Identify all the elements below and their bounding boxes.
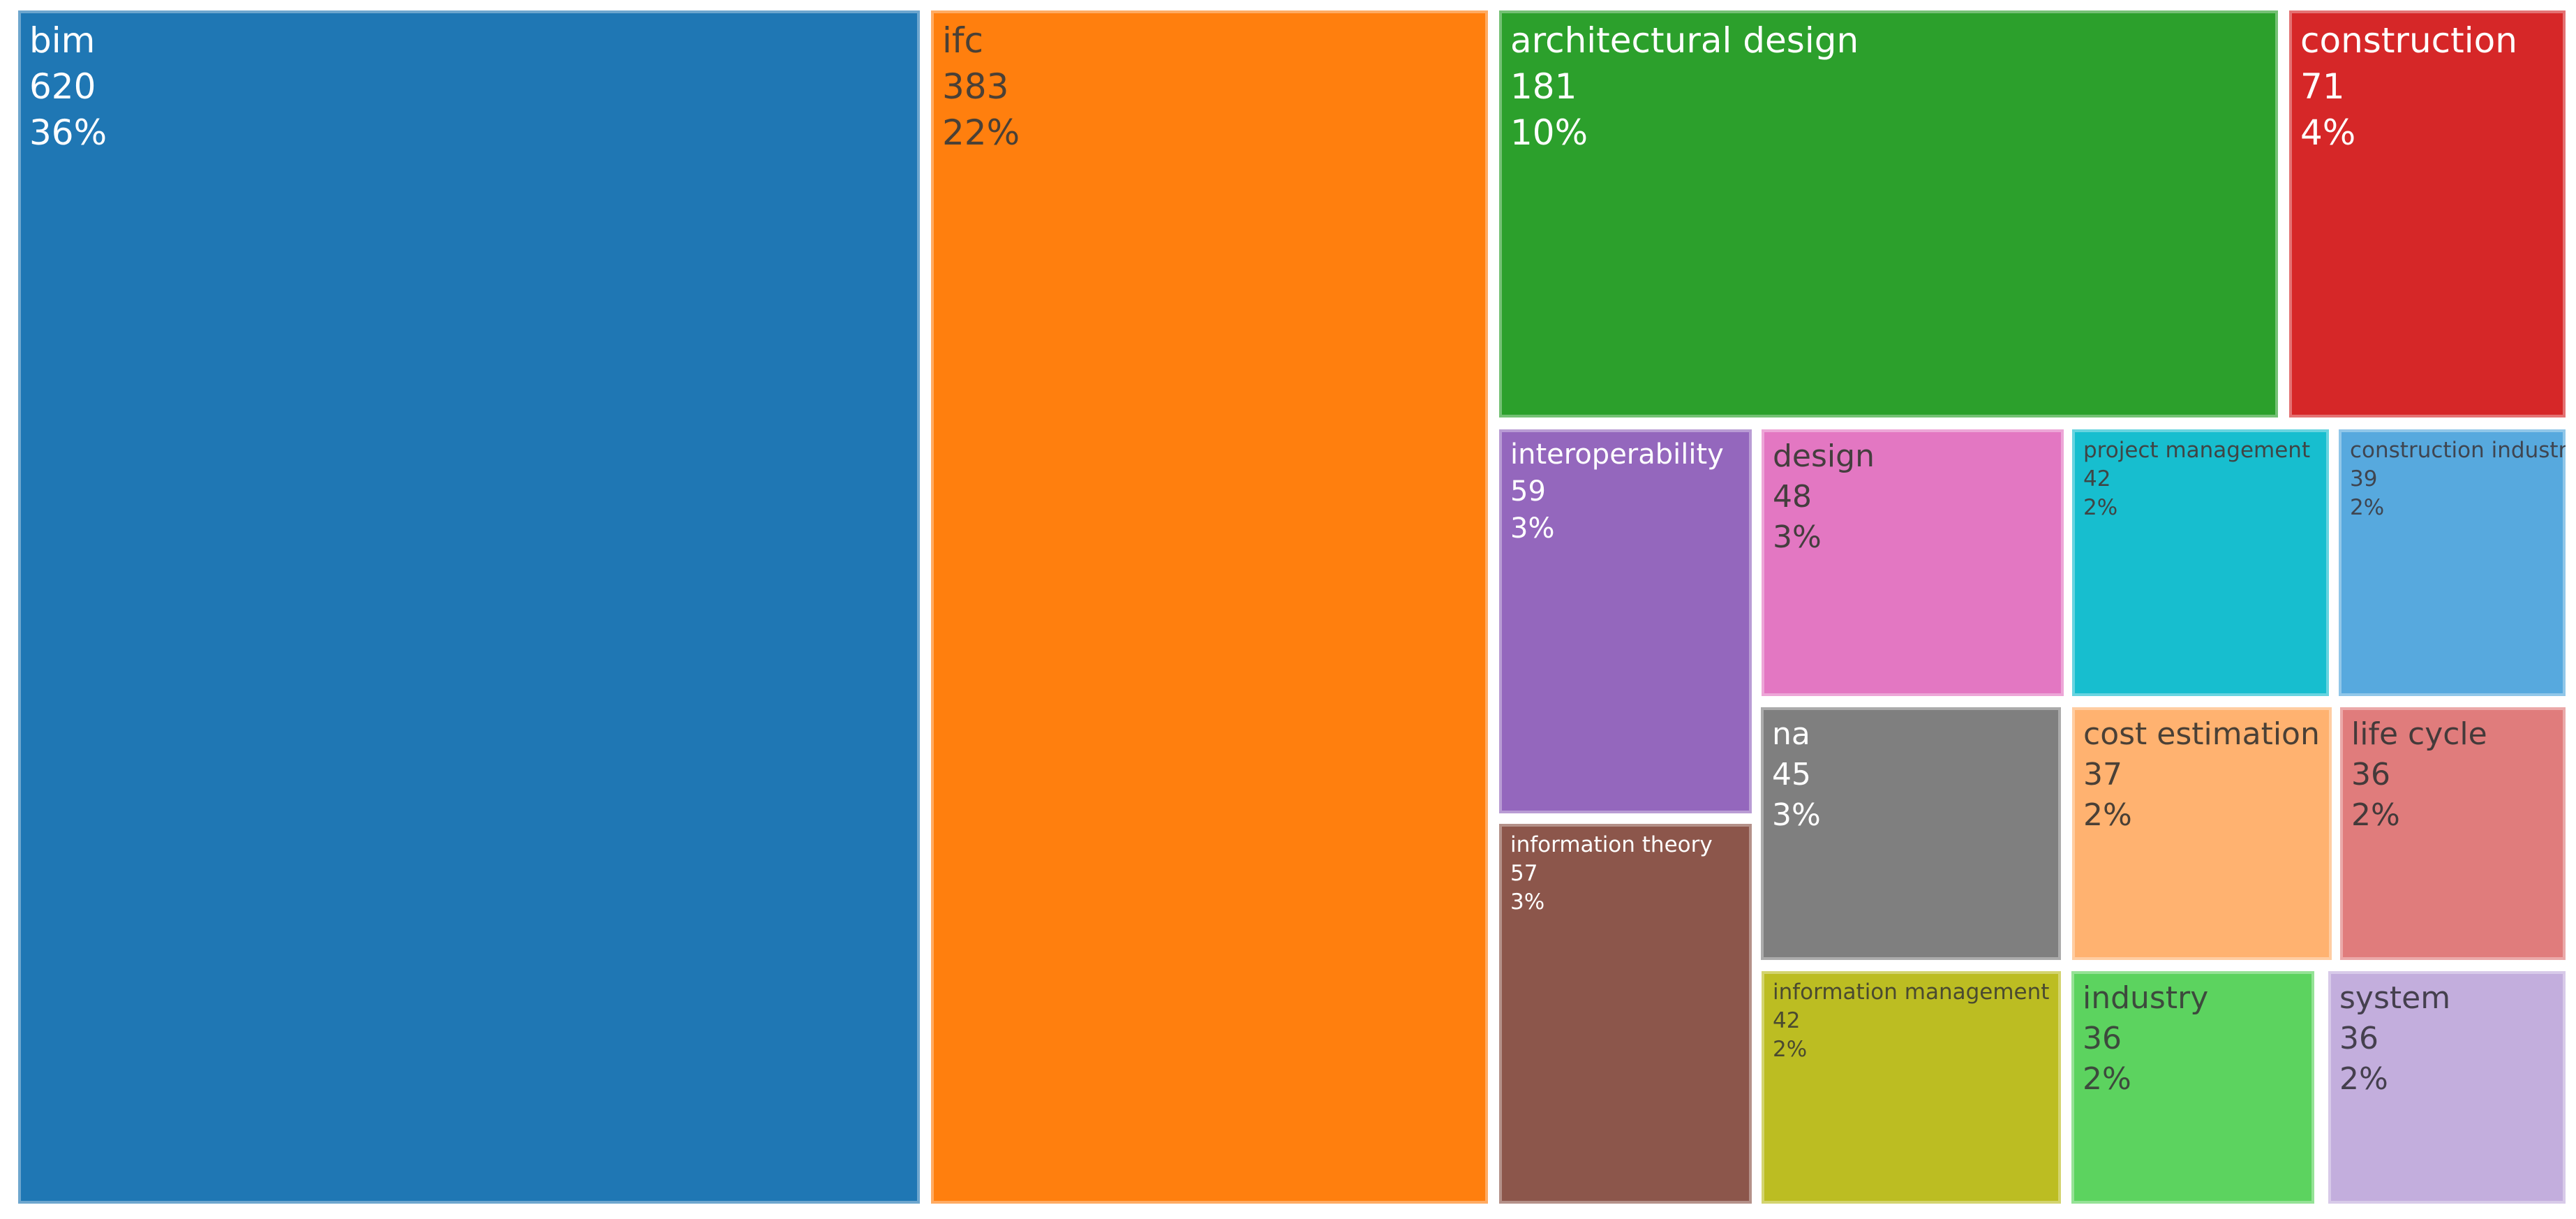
treemap-tile-ifc[interactable]: ifc 383 22%: [931, 10, 1488, 1204]
tile-value: 45: [1772, 757, 1811, 793]
tile-percent: 2%: [2350, 494, 2385, 520]
tile-label: construction: [2300, 20, 2517, 61]
tile-label: information theory: [1510, 832, 1713, 857]
tile-percent: 3%: [1510, 512, 1555, 545]
tile-percent: 2%: [2339, 1061, 2388, 1098]
tile-label: project management: [2083, 438, 2311, 463]
tile-value: 39: [2350, 466, 2378, 492]
treemap-tile-project-management[interactable]: project management 42 2%: [2072, 429, 2329, 696]
treemap-tile-cost-estimation[interactable]: cost estimation 37 2%: [2072, 707, 2332, 960]
tile-value: 37: [2083, 757, 2122, 793]
tile-value: 36: [2083, 1021, 2122, 1057]
tile-label: construction industry: [2350, 438, 2566, 463]
tile-value: 59: [1510, 475, 1546, 508]
tile-percent: 10%: [1510, 112, 1588, 153]
tile-value: 42: [2083, 466, 2111, 492]
tile-label: cost estimation: [2083, 716, 2320, 752]
tile-value: 383: [942, 66, 1009, 107]
tile-percent: 36%: [29, 112, 107, 153]
tile-value: 36: [2351, 757, 2390, 793]
tile-label: design: [1773, 438, 1875, 474]
treemap-tile-bim[interactable]: bim 620 36%: [18, 10, 920, 1204]
tile-label: ifc: [942, 20, 983, 61]
tile-value: 620: [29, 66, 96, 107]
treemap-tile-construction[interactable]: construction 71 4%: [2289, 10, 2566, 418]
tile-percent: 3%: [1772, 797, 1821, 834]
tile-label: na: [1772, 716, 1810, 752]
tile-percent: 2%: [1773, 1036, 1808, 1062]
tile-percent: 2%: [2351, 797, 2400, 834]
tile-label: life cycle: [2351, 716, 2487, 752]
tile-value: 181: [1510, 66, 1577, 107]
treemap-tile-information-management[interactable]: information management 42 2%: [1762, 971, 2061, 1204]
treemap-tile-information-theory[interactable]: information theory 57 3%: [1499, 824, 1752, 1204]
treemap-tile-industry[interactable]: industry 36 2%: [2071, 971, 2314, 1204]
tile-value: 42: [1773, 1007, 1801, 1033]
tile-percent: 22%: [942, 112, 1020, 153]
treemap-tile-system[interactable]: system 36 2%: [2328, 971, 2566, 1204]
treemap-tile-construction-industry[interactable]: construction industry 39 2%: [2339, 429, 2566, 696]
treemap-tile-life-cycle[interactable]: life cycle 36 2%: [2340, 707, 2566, 960]
treemap-tile-interoperability[interactable]: interoperability 59 3%: [1499, 429, 1752, 813]
tile-value: 36: [2339, 1021, 2378, 1057]
tile-percent: 2%: [2083, 797, 2132, 834]
tile-value: 71: [2300, 66, 2345, 107]
treemap-tile-na[interactable]: na 45 3%: [1761, 707, 2061, 960]
tile-percent: 2%: [2083, 1061, 2131, 1098]
treemap-tile-design[interactable]: design 48 3%: [1762, 429, 2064, 696]
tile-value: 57: [1510, 860, 1538, 886]
tile-label: interoperability: [1510, 438, 1724, 471]
tile-label: information management: [1773, 980, 2050, 1005]
tile-label: industry: [2083, 980, 2209, 1016]
tile-percent: 3%: [1510, 889, 1545, 915]
tile-label: architectural design: [1510, 20, 1859, 61]
tile-percent: 2%: [2083, 494, 2118, 520]
tile-value: 48: [1773, 479, 1812, 515]
tile-label: system: [2339, 980, 2451, 1016]
treemap-tile-architectural-design[interactable]: architectural design 181 10%: [1499, 10, 2278, 418]
tile-percent: 4%: [2300, 112, 2356, 153]
tile-label: bim: [29, 20, 96, 61]
tile-percent: 3%: [1773, 519, 1822, 556]
